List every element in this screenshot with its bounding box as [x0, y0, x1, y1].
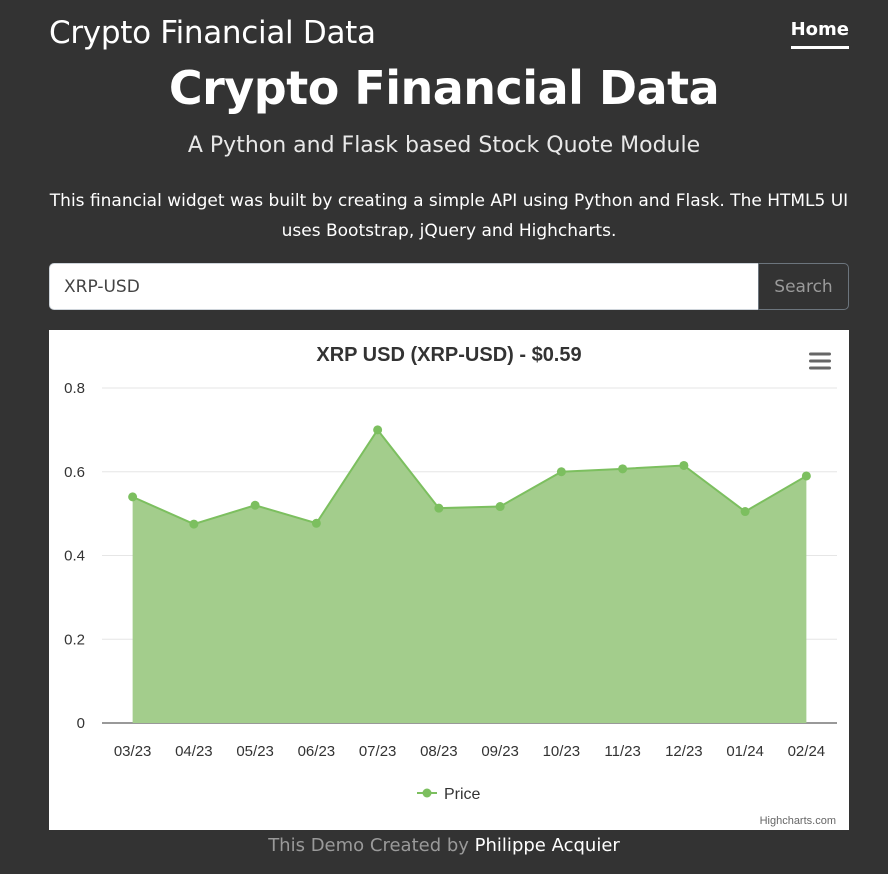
data-point[interactable]: [189, 519, 199, 529]
page-subtitle: A Python and Flask based Stock Quote Mod…: [187, 133, 701, 158]
search-button[interactable]: Search: [758, 263, 849, 310]
x-axis-labels: 03/23 04/23 05/23 06/23 07/23 08/23 09/23 10/23…: [114, 743, 825, 760]
data-point[interactable]: [679, 460, 689, 470]
y-tick-label: 0: [77, 715, 85, 732]
x-tick-label: 04/23: [175, 743, 213, 760]
data-point[interactable]: [801, 471, 811, 481]
chart-credits[interactable]: Highcharts.com: [760, 815, 836, 827]
x-tick-label: 05/23: [236, 743, 274, 760]
x-tick-label: 11/23: [604, 743, 640, 760]
data-point[interactable]: [740, 507, 750, 517]
data-point[interactable]: [128, 492, 138, 502]
data-point[interactable]: [618, 464, 628, 474]
x-tick-label: 12/23: [665, 743, 703, 760]
search-group: Search: [49, 263, 849, 310]
legend-marker: [422, 788, 432, 798]
legend[interactable]: Price: [417, 786, 481, 803]
legend-item-price[interactable]: Price: [444, 786, 481, 803]
hamburger-menu-icon[interactable]: [807, 348, 833, 374]
series-price: [128, 425, 811, 723]
price-chart: XRP USD (XRP-USD) - $0.59 0 0.2 0.4 0.6 0.8 …: [49, 330, 849, 830]
data-point[interactable]: [434, 503, 444, 513]
x-tick-label: 06/23: [298, 743, 336, 760]
y-tick-label: 0.4: [64, 548, 85, 565]
x-tick-label: 09/23: [481, 743, 519, 760]
page-description: This financial widget was built by creat…: [49, 191, 849, 241]
footer-prefix: This Demo Created by: [268, 835, 469, 856]
x-tick-label: 08/23: [420, 743, 458, 760]
data-point[interactable]: [250, 500, 260, 510]
y-tick-label: 0.8: [64, 380, 85, 397]
x-tick-label: 01/24: [726, 743, 764, 760]
symbol-search-input[interactable]: [49, 263, 758, 310]
data-point[interactable]: [556, 467, 566, 477]
footer-author-link[interactable]: Philippe Acquier: [474, 835, 620, 856]
x-tick-label: 07/23: [359, 743, 397, 760]
data-point[interactable]: [311, 518, 321, 528]
data-point[interactable]: [373, 425, 383, 435]
y-tick-label: 0.6: [64, 464, 85, 481]
page-title: Crypto Financial Data: [168, 61, 720, 115]
x-tick-label: 02/24: [788, 743, 826, 760]
nav-home-link[interactable]: Home: [790, 19, 849, 49]
y-axis-labels: 0 0.2 0.4 0.6 0.8: [64, 380, 85, 732]
chart-title: XRP USD (XRP-USD) - $0.59: [316, 344, 581, 366]
price-line: [132, 428, 807, 526]
x-tick-label: 03/23: [114, 743, 152, 760]
footer: This Demo Created by Philippe Acquier: [0, 833, 888, 859]
data-point[interactable]: [495, 502, 505, 512]
chart-svg: XRP USD (XRP-USD) - $0.59 00.20.40.60.8 …: [64, 344, 837, 827]
y-tick-label: 0.2: [64, 631, 85, 648]
area-fill: [132, 429, 807, 723]
x-tick-label: 10/23: [543, 743, 581, 760]
navbar-brand[interactable]: Crypto Financial Data: [49, 15, 376, 51]
